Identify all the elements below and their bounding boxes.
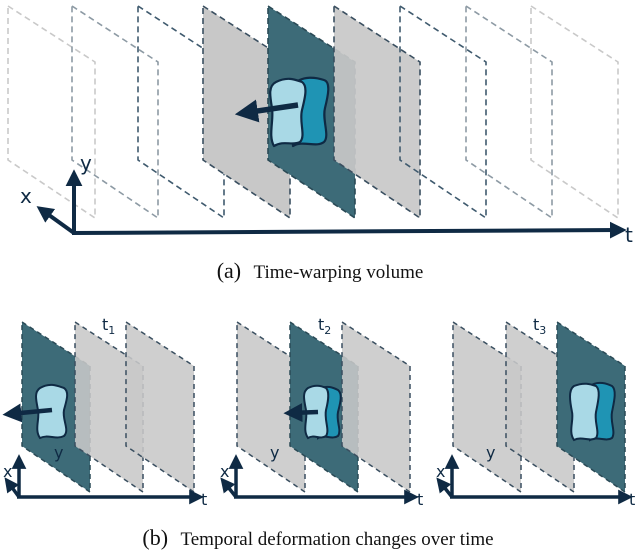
time-label-t1: t1 [102,315,115,337]
frame-a-8 [465,4,553,220]
deformed-object-a [269,76,330,148]
motion-arrow-a [234,99,299,123]
axis-label-y-b3: y [486,443,495,462]
axis-label-t-b2: t [417,490,423,509]
frame-a-3 [137,4,225,220]
frame-b2-1 [236,320,306,494]
time-label-t3: t3 [533,315,546,337]
time-label-t2-base: t [318,315,324,334]
panel-b: x y t t1 x y t t2 [2,315,635,550]
axis-label-y-a: y [80,151,92,175]
axis-label-x-a: x [20,184,32,208]
frame-a-7 [399,4,487,220]
frame-a-6 [333,4,421,220]
time-label-t3-base: t [533,315,539,334]
frame-b2-3 [341,320,411,494]
axis-label-x-b3: x [436,462,445,481]
panel-a: x y t (a) Time-warping volume [7,4,633,283]
subpanel-t1: x y t t1 [2,315,207,509]
motion-arrow-b2 [283,403,319,423]
time-label-t1-sub: 1 [108,324,115,337]
motion-arrow-b1 [2,403,53,423]
x-axis-a [36,206,76,235]
deformed-object-b3 [569,381,616,442]
axis-label-y-b1: y [54,443,63,462]
x-axis-b2 [220,477,238,499]
x-axis-b1 [4,477,21,499]
frame-b1-3 [125,320,195,494]
axis-label-x-b1: x [3,462,12,481]
time-label-t1-base: t [102,315,108,334]
axis-label-y-b2: y [270,443,279,462]
caption-a-text: Time-warping volume [254,262,424,283]
caption-a-tag: (a) [217,258,241,283]
t-axis-a [71,221,627,239]
frame-a-9 [530,4,619,220]
time-label-t2-sub: 2 [324,324,331,337]
frame-a-1 [7,4,96,220]
caption-a: (a) Time-warping volume [217,258,424,283]
caption-b-text: Temporal deformation changes over time [180,529,493,550]
time-label-t2: t2 [318,315,331,337]
axis-label-x-b2: x [220,462,229,481]
frame-b3-1 [452,320,522,494]
caption-b: (b) Temporal deformation changes over ti… [142,525,493,550]
subpanel-t3: x y t t3 [436,315,635,509]
time-label-t3-sub: 3 [539,324,546,337]
subpanel-t2: x y t t2 [220,315,423,509]
axis-label-t-b3: t [629,490,635,509]
axis-label-t-b1: t [201,490,207,509]
x-axis-b3 [436,477,454,499]
axis-label-t-a: t [625,223,633,247]
frame-a-2 [71,4,159,220]
caption-b-tag: (b) [142,525,168,550]
axes-a [36,169,627,239]
